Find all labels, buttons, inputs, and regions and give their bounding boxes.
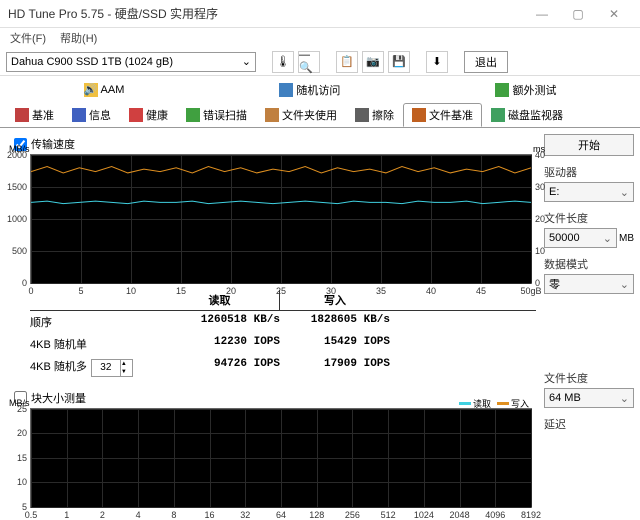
tab-benchmark[interactable]: 基准 [6, 103, 63, 127]
errorscan-icon [186, 108, 200, 122]
tab-diskmon[interactable]: 磁盘监视器 [482, 103, 572, 127]
right-panel: 开始 驱动器 E: 文件长度 50000 MB 数据模式 零 文件长度 64 M… [544, 134, 634, 508]
label-delay: 延迟 [544, 416, 634, 432]
maximize-button[interactable]: ▢ [560, 2, 596, 26]
table-row: 顺序1260518 KB/s1828605 KB/s [30, 311, 536, 333]
tab-folder[interactable]: 文件夹使用 [256, 103, 346, 127]
titlebar: HD Tune Pro 5.75 - 硬盘/SSD 实用程序 — ▢ ✕ [0, 0, 640, 28]
health-icon [129, 108, 143, 122]
select-datamode[interactable]: 零 [544, 274, 634, 294]
legend-write-swatch [497, 402, 509, 405]
temp-icon[interactable]: 🌡 [272, 51, 294, 73]
legend-read-swatch [459, 402, 471, 405]
menubar: 文件(F) 帮助(H) [0, 28, 640, 48]
screenshot-button[interactable]: 📷 [362, 51, 384, 73]
chart1-plot [31, 155, 531, 283]
options-button[interactable]: ⬇ [426, 51, 448, 73]
select-drive[interactable]: E: [544, 182, 634, 202]
spin-queue[interactable]: ▲▼ [91, 359, 133, 377]
left-panel: 传输速度 MB/s ms 200015001000500040302010005… [6, 134, 536, 508]
label-filelen-unit: MB [619, 233, 634, 244]
tab-info[interactable]: 信息 [63, 103, 120, 127]
menu-help[interactable]: 帮助(H) [56, 30, 101, 46]
label-filelen2: 文件长度 [544, 370, 634, 386]
extra-icon [495, 83, 509, 97]
window-title: HD Tune Pro 5.75 - 硬盘/SSD 实用程序 [8, 5, 524, 22]
refresh-button[interactable]: —🔍 [298, 51, 320, 73]
label-filelen: 文件长度 [544, 210, 634, 226]
label-drive: 驱动器 [544, 164, 634, 180]
close-button[interactable]: ✕ [596, 2, 632, 26]
copy-button[interactable]: 📋 [336, 51, 358, 73]
select-filelen2[interactable]: 64 MB [544, 388, 634, 408]
tabs-row-2: 基准 信息 健康 错误扫描 文件夹使用 擦除 文件基准 磁盘监视器 [0, 101, 640, 128]
checkbox-block[interactable]: 块大小测量 [14, 390, 536, 406]
tabs-row-1: 🔊AAM 随机访问 额外测试 [0, 76, 640, 102]
select-filelen[interactable]: 50000 [544, 228, 617, 248]
tab-filebench[interactable]: 文件基准 [403, 103, 482, 127]
spin-queue-input[interactable] [92, 362, 120, 373]
diskmon-icon [491, 108, 505, 122]
drive-select-value: Dahua C900 SSD 1TB (1024 gB) [11, 56, 173, 68]
menu-file[interactable]: 文件(F) [6, 30, 50, 46]
speaker-icon: 🔊 [84, 83, 98, 97]
checkbox-transfer[interactable]: 传输速度 [14, 136, 536, 152]
minimize-button[interactable]: — [524, 2, 560, 26]
tab-aam[interactable]: 🔊AAM [75, 78, 134, 102]
tab-health[interactable]: 健康 [120, 103, 177, 127]
results-table: 读取 写入 顺序1260518 KB/s1828605 KB/s4KB 随机单1… [30, 290, 536, 380]
save-button[interactable]: 💾 [388, 51, 410, 73]
info-icon [72, 108, 86, 122]
tab-random[interactable]: 随机访问 [270, 78, 349, 102]
chevron-down-icon: ⌄ [242, 55, 251, 68]
label-datamode: 数据模式 [544, 256, 634, 272]
table-row: 4KB 随机多▲▼94726 IOPS17909 IOPS [30, 355, 536, 380]
content: 传输速度 MB/s ms 200015001000500040302010005… [0, 128, 640, 514]
erase-icon [355, 108, 369, 122]
toolbar: Dahua C900 SSD 1TB (1024 gB) ⌄ 🌡 —🔍 📋 📷 … [0, 48, 640, 76]
benchmark-icon [15, 108, 29, 122]
chart-transfer: MB/s ms 20001500100050004030201000510152… [30, 154, 532, 284]
table-row: 4KB 随机单12230 IOPS15429 IOPS [30, 333, 536, 355]
tab-errorscan[interactable]: 错误扫描 [177, 103, 256, 127]
chart-block: MB/s 读取 写入 2520151050.512481632641282565… [30, 408, 532, 508]
start-button[interactable]: 开始 [544, 134, 634, 156]
tab-erase[interactable]: 擦除 [346, 103, 403, 127]
filebench-icon [412, 108, 426, 122]
drive-select[interactable]: Dahua C900 SSD 1TB (1024 gB) ⌄ [6, 52, 256, 72]
random-icon [279, 83, 293, 97]
exit-button[interactable]: 退出 [464, 51, 508, 73]
folder-icon [265, 108, 279, 122]
tab-extra[interactable]: 额外测试 [486, 78, 565, 102]
